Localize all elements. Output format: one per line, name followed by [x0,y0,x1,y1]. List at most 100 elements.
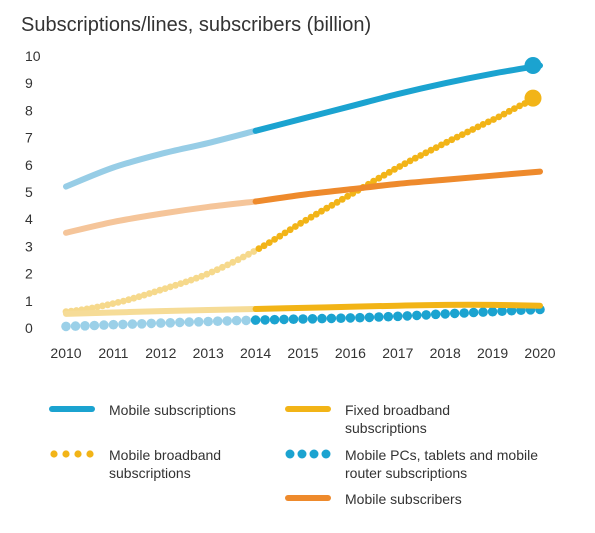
mobile-subscriptions-forecast-line [252,62,543,134]
y-tick-label: 5 [25,184,33,200]
legend-symbol-mobile-pcs [285,447,331,466]
series-mobile-broadband-subscriptions [62,89,542,316]
mobile-pcs-tablets-and-mobile-router-subscriptions-point [449,308,460,319]
mobile-broadband-subscriptions-point [385,168,393,176]
mobile-broadband-subscriptions-point [114,299,122,306]
y-tick-label: 3 [25,238,33,254]
y-tick-label: 9 [25,75,33,91]
mobile-broadband-subscriptions-point [99,302,106,310]
mobile-broadband-subscriptions-point [156,286,164,294]
mobile-pcs-tablets-and-mobile-router-subscriptions-point [118,319,128,330]
mobile-pcs-tablets-and-mobile-router-subscriptions-point [146,318,157,329]
mobile-broadband-subscriptions-point [422,149,430,157]
mobile-pcs-tablets-and-mobile-router-subscriptions-point [279,314,289,325]
legend-symbol-fixed-broadband [285,402,331,421]
mobile-broadband-subscriptions-point [505,107,513,115]
mobile-broadband-subscriptions-point [318,207,325,215]
x-tick-label: 2014 [240,345,271,361]
y-tick-label: 8 [25,102,33,118]
mobile-subscriptions-historical-line [63,127,259,190]
mobile-broadband-subscriptions-point [438,141,445,149]
mobile-pcs-tablets-and-mobile-router-subscriptions-point [393,311,403,322]
mobile-broadband-subscriptions-point [453,133,461,141]
mobile-broadband-subscriptions-point [338,195,346,203]
mobile-broadband-subscriptions-point [161,285,169,292]
mobile-pcs-tablets-and-mobile-router-subscriptions-point [127,319,138,329]
x-tick-label: 2012 [145,345,176,361]
mobile-broadband-subscriptions-point [432,144,440,152]
mobile-pcs-tablets-and-mobile-router-subscriptions-point [307,314,318,324]
x-tick-label: 2019 [477,345,508,361]
series-fixed-broadband-subscriptions [63,301,543,317]
mobile-broadband-subscriptions-point [495,113,503,121]
mobile-broadband-subscriptions-point [125,296,132,304]
mobile-broadband-subscriptions-point [239,253,247,261]
mobile-broadband-subscriptions-point [281,229,289,237]
mobile-pcs-tablets-and-mobile-router-subscriptions-point [231,315,242,326]
mobile-broadband-subscriptions-point [370,177,377,185]
x-axis-ticks: 2010 2011 2012 2013 2014 2015 2016 2017 2018 2019… [50,345,555,361]
mobile-broadband-subscriptions-point [391,165,398,173]
mobile-pcs-tablets-and-mobile-router-subscriptions-point [193,317,204,327]
x-tick-label: 2011 [98,345,128,361]
mobile-broadband-subscriptions-point [146,290,153,297]
mobile-pcs-tablets-and-mobile-router-subscriptions-point [298,314,308,324]
mobile-broadband-subscriptions-point [479,121,487,128]
mobile-broadband-subscriptions-point [245,250,252,258]
mobile-pcs-tablets-and-mobile-router-subscriptions-point [421,310,432,320]
mobile-broadband-subscriptions-point [260,242,268,250]
mobile-pcs-tablets-and-mobile-router-subscriptions-point [269,314,280,325]
mobile-pcs-tablets-and-mobile-router-subscriptions-point [345,313,356,323]
y-axis-ticks: 0 1 2 3 4 5 6 7 8 9 10 [25,48,41,336]
y-tick-label: 2 [25,266,33,282]
y-tick-label: 1 [25,293,33,309]
mobile-broadband-subscriptions-point [333,198,341,206]
mobile-broadband-subscriptions-point [292,223,299,230]
mobile-pcs-tablets-and-mobile-router-subscriptions-point [478,307,488,317]
mobile-pcs-tablets-and-mobile-router-subscriptions-point [165,318,176,328]
x-tick-label: 2013 [193,345,224,361]
mobile-broadband-subscriptions-point [380,171,388,179]
y-tick-label: 4 [25,211,33,227]
mobile-broadband-subscriptions-point [323,204,331,212]
mobile-broadband-subscriptions-point [177,280,185,287]
mobile-pcs-tablets-and-mobile-router-subscriptions-point [212,316,223,327]
mobile-pcs-tablets-and-mobile-router-subscriptions-point [355,312,365,323]
legend-symbol-mobile-subscribers [285,491,331,510]
mobile-pcs-tablets-and-mobile-router-subscriptions-point [412,310,422,321]
mobile-pcs-tablets-and-mobile-router-subscriptions-point [402,311,413,321]
mobile-broadband-subscriptions-point [276,232,284,240]
mobile-pcs-tablets-and-mobile-router-subscriptions-point [374,312,384,322]
x-tick-label: 2020 [524,345,555,361]
y-tick-label: 0 [25,320,33,336]
mobile-broadband-subscriptions-point [229,258,237,266]
mobile-broadband-subscriptions-point [401,160,409,168]
mobile-broadband-subscriptions-point [344,192,351,200]
series-mobile-pcs-tablets-and-mobile-router-subscriptions [61,304,545,332]
legend-label-mobile-pcs: Mobile PCs, tablets and mobile router su… [345,447,538,481]
mobile-pcs-tablets-and-mobile-router-subscriptions-point [497,306,507,317]
mobile-pcs-tablets-and-mobile-router-subscriptions-point [260,315,270,325]
mobile-pcs-tablets-and-mobile-router-subscriptions-point [440,309,451,319]
mobile-broadband-subscriptions-point [172,281,179,289]
mobile-broadband-subscriptions-point [511,105,518,112]
mobile-broadband-subscriptions-point [417,152,424,159]
mobile-pcs-tablets-and-mobile-router-subscriptions-point [459,308,470,318]
mobile-broadband-subscriptions-point [140,291,148,299]
mobile-broadband-subscriptions-point [93,303,101,311]
mobile-broadband-subscriptions-point [208,268,216,276]
mobile-pcs-tablets-and-mobile-router-subscriptions-point [70,321,81,331]
legend-symbol-mobile-broadband [49,447,95,466]
mobile-pcs-tablets-and-mobile-router-subscriptions-point [288,314,299,325]
mobile-broadband-subscriptions-point [192,274,200,282]
mobile-pcs-tablets-and-mobile-router-subscriptions-point [108,319,119,330]
chart-title: Subscriptions/lines, subscribers (billio… [21,14,372,36]
mobile-broadband-subscriptions-point [135,293,143,301]
mobile-broadband-subscriptions-point [219,263,226,271]
mobile-pcs-tablets-and-mobile-router-subscriptions-point [89,320,100,331]
series-mobile-subscriptions [63,57,543,190]
mobile-broadband-subscriptions-point [286,226,294,234]
mobile-broadband-subscriptions-point [265,239,273,247]
fixed-broadband-subscriptions-forecast-line [252,301,543,312]
